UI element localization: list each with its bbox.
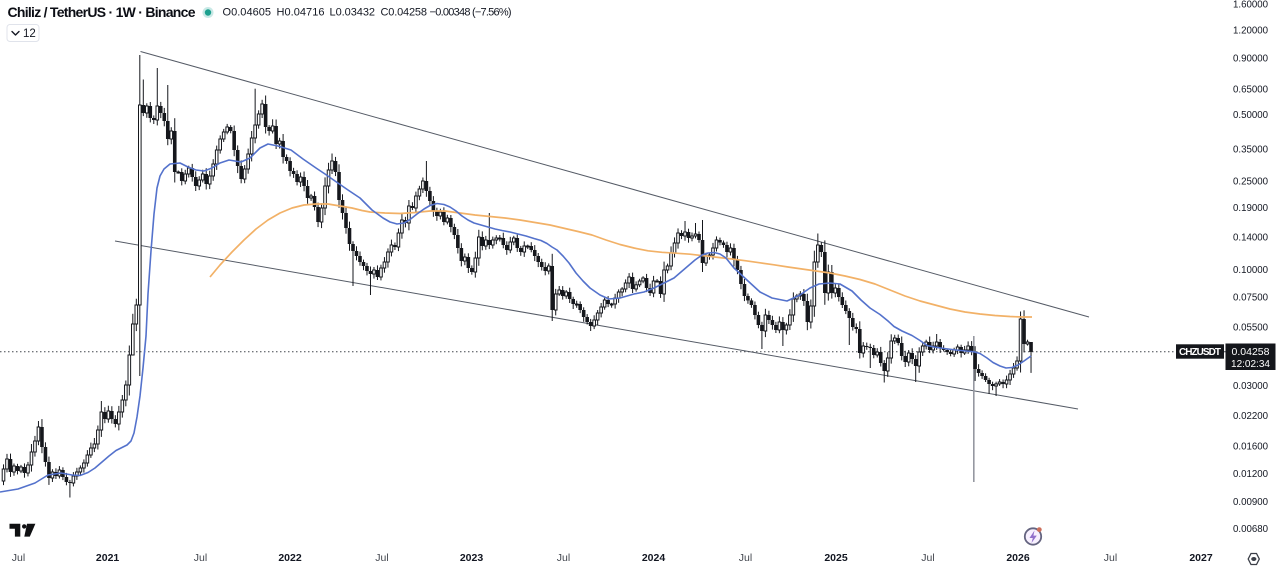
svg-text:CHZUSDT: CHZUSDT	[1179, 347, 1221, 358]
svg-text:Jul: Jul	[557, 552, 570, 564]
svg-text:0.07500: 0.07500	[1233, 293, 1269, 304]
svg-text:Jul: Jul	[739, 552, 752, 564]
svg-text:2021: 2021	[96, 552, 120, 564]
svg-text:2022: 2022	[278, 552, 302, 564]
svg-text:0.01600: 0.01600	[1233, 442, 1269, 453]
svg-text:0.65000: 0.65000	[1233, 85, 1269, 96]
svg-text:Jul: Jul	[1104, 552, 1117, 564]
svg-text:0.90000: 0.90000	[1233, 53, 1269, 64]
svg-text:0.01200: 0.01200	[1233, 469, 1269, 480]
svg-text:−0.00348: −0.00348	[430, 6, 471, 18]
svg-text:0.19000: 0.19000	[1233, 203, 1269, 214]
svg-text:0.25000: 0.25000	[1233, 177, 1269, 188]
svg-text:C0.04258: C0.04258	[381, 6, 428, 18]
svg-text:2025: 2025	[824, 552, 848, 564]
svg-text:12:02:34: 12:02:34	[1231, 359, 1270, 370]
svg-text:Chiliz / TetherUS · 1W · Binan: Chiliz / TetherUS · 1W · Binance	[8, 4, 196, 20]
svg-text:2024: 2024	[642, 552, 666, 564]
svg-text:Jul: Jul	[921, 552, 934, 564]
svg-text:2026: 2026	[1006, 552, 1030, 564]
svg-text:0.04258: 0.04258	[1232, 346, 1270, 358]
svg-text:0.00680: 0.00680	[1233, 524, 1269, 535]
svg-text:Jul: Jul	[194, 552, 207, 564]
svg-text:0.05500: 0.05500	[1233, 323, 1269, 334]
svg-text:H0.04716: H0.04716	[277, 6, 325, 18]
svg-text:Jul: Jul	[12, 552, 25, 564]
svg-text:2027: 2027	[1189, 552, 1213, 564]
svg-text:0.14000: 0.14000	[1233, 233, 1269, 244]
svg-text:0.35000: 0.35000	[1233, 144, 1269, 155]
svg-text:L0.03432: L0.03432	[330, 6, 376, 18]
svg-text:0.10000: 0.10000	[1233, 265, 1269, 276]
svg-text:(−7.56%): (−7.56%)	[472, 6, 512, 18]
svg-text:1.20000: 1.20000	[1233, 26, 1269, 37]
svg-text:0.00900: 0.00900	[1233, 497, 1269, 508]
svg-text:0.02200: 0.02200	[1233, 411, 1269, 422]
svg-text:1.60000: 1.60000	[1233, 0, 1269, 11]
svg-text:12: 12	[23, 28, 36, 40]
svg-text:0.50000: 0.50000	[1233, 110, 1269, 121]
svg-text:2023: 2023	[460, 552, 484, 564]
svg-text:0.03000: 0.03000	[1233, 381, 1269, 392]
svg-text:Jul: Jul	[375, 552, 388, 564]
svg-text:O0.04605: O0.04605	[223, 6, 272, 18]
